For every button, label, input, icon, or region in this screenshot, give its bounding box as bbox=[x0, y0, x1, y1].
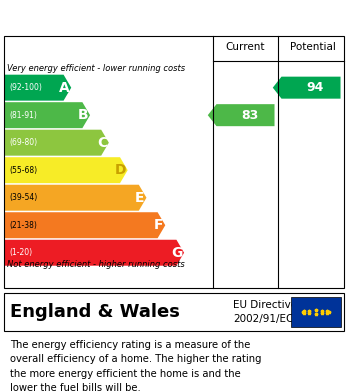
Text: D: D bbox=[114, 163, 126, 177]
Text: 83: 83 bbox=[241, 109, 258, 122]
Text: The energy efficiency rating is a measure of the
overall efficiency of a home. T: The energy efficiency rating is a measur… bbox=[10, 340, 262, 391]
Text: G: G bbox=[171, 246, 182, 260]
Text: E: E bbox=[135, 191, 145, 205]
Text: England & Wales: England & Wales bbox=[10, 303, 180, 321]
Text: B: B bbox=[78, 108, 88, 122]
Text: (39-54): (39-54) bbox=[9, 193, 38, 202]
Text: (55-68): (55-68) bbox=[9, 166, 37, 175]
Text: (1-20): (1-20) bbox=[9, 248, 32, 257]
Polygon shape bbox=[4, 75, 71, 100]
Text: (81-91): (81-91) bbox=[9, 111, 37, 120]
Polygon shape bbox=[4, 157, 128, 183]
Polygon shape bbox=[4, 212, 165, 238]
Polygon shape bbox=[4, 130, 109, 156]
Polygon shape bbox=[4, 240, 184, 266]
Text: (69-80): (69-80) bbox=[9, 138, 37, 147]
Text: EU Directive
2002/91/EC: EU Directive 2002/91/EC bbox=[233, 300, 297, 324]
Text: C: C bbox=[97, 136, 107, 150]
Bar bbox=[291, 297, 341, 327]
Text: (21-38): (21-38) bbox=[9, 221, 37, 230]
Text: Energy Efficiency Rating: Energy Efficiency Rating bbox=[10, 7, 240, 25]
Text: Not energy efficient - higher running costs: Not energy efficient - higher running co… bbox=[7, 260, 185, 269]
Text: Current: Current bbox=[226, 42, 265, 52]
Text: (92-100): (92-100) bbox=[9, 83, 42, 92]
Text: Very energy efficient - lower running costs: Very energy efficient - lower running co… bbox=[7, 64, 185, 73]
Polygon shape bbox=[208, 104, 275, 126]
Text: A: A bbox=[59, 81, 70, 95]
Polygon shape bbox=[273, 77, 341, 99]
Polygon shape bbox=[4, 102, 90, 128]
Polygon shape bbox=[4, 185, 147, 211]
Text: Potential: Potential bbox=[290, 42, 336, 52]
Text: 94: 94 bbox=[307, 81, 324, 94]
Text: F: F bbox=[154, 218, 164, 232]
